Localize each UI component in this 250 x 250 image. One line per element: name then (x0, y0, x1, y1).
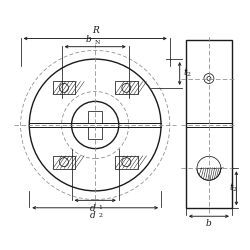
Bar (53, 82, 75, 94)
Text: 2: 2 (186, 72, 190, 77)
Bar (88, 111, 102, 123)
Text: b: b (206, 219, 212, 228)
Circle shape (60, 158, 68, 166)
Circle shape (197, 156, 221, 180)
Circle shape (204, 74, 214, 84)
Text: R: R (92, 26, 98, 35)
Text: 2: 2 (232, 187, 236, 192)
Text: N: N (94, 40, 100, 45)
Text: d: d (90, 204, 96, 213)
Bar (53, 156, 75, 168)
Text: d: d (90, 211, 96, 220)
Bar (88, 127, 102, 139)
Text: 2: 2 (98, 213, 102, 218)
Text: t: t (230, 183, 234, 192)
Bar (196, 156, 222, 168)
Text: t: t (183, 68, 187, 77)
Text: b: b (86, 35, 92, 44)
Circle shape (207, 76, 211, 80)
Circle shape (72, 102, 119, 148)
Bar (186, 40, 232, 208)
Circle shape (29, 59, 161, 191)
Circle shape (122, 158, 131, 166)
Circle shape (122, 84, 131, 92)
Circle shape (60, 84, 68, 92)
Bar (115, 156, 138, 168)
Bar (115, 82, 138, 94)
Text: 1: 1 (98, 205, 102, 210)
